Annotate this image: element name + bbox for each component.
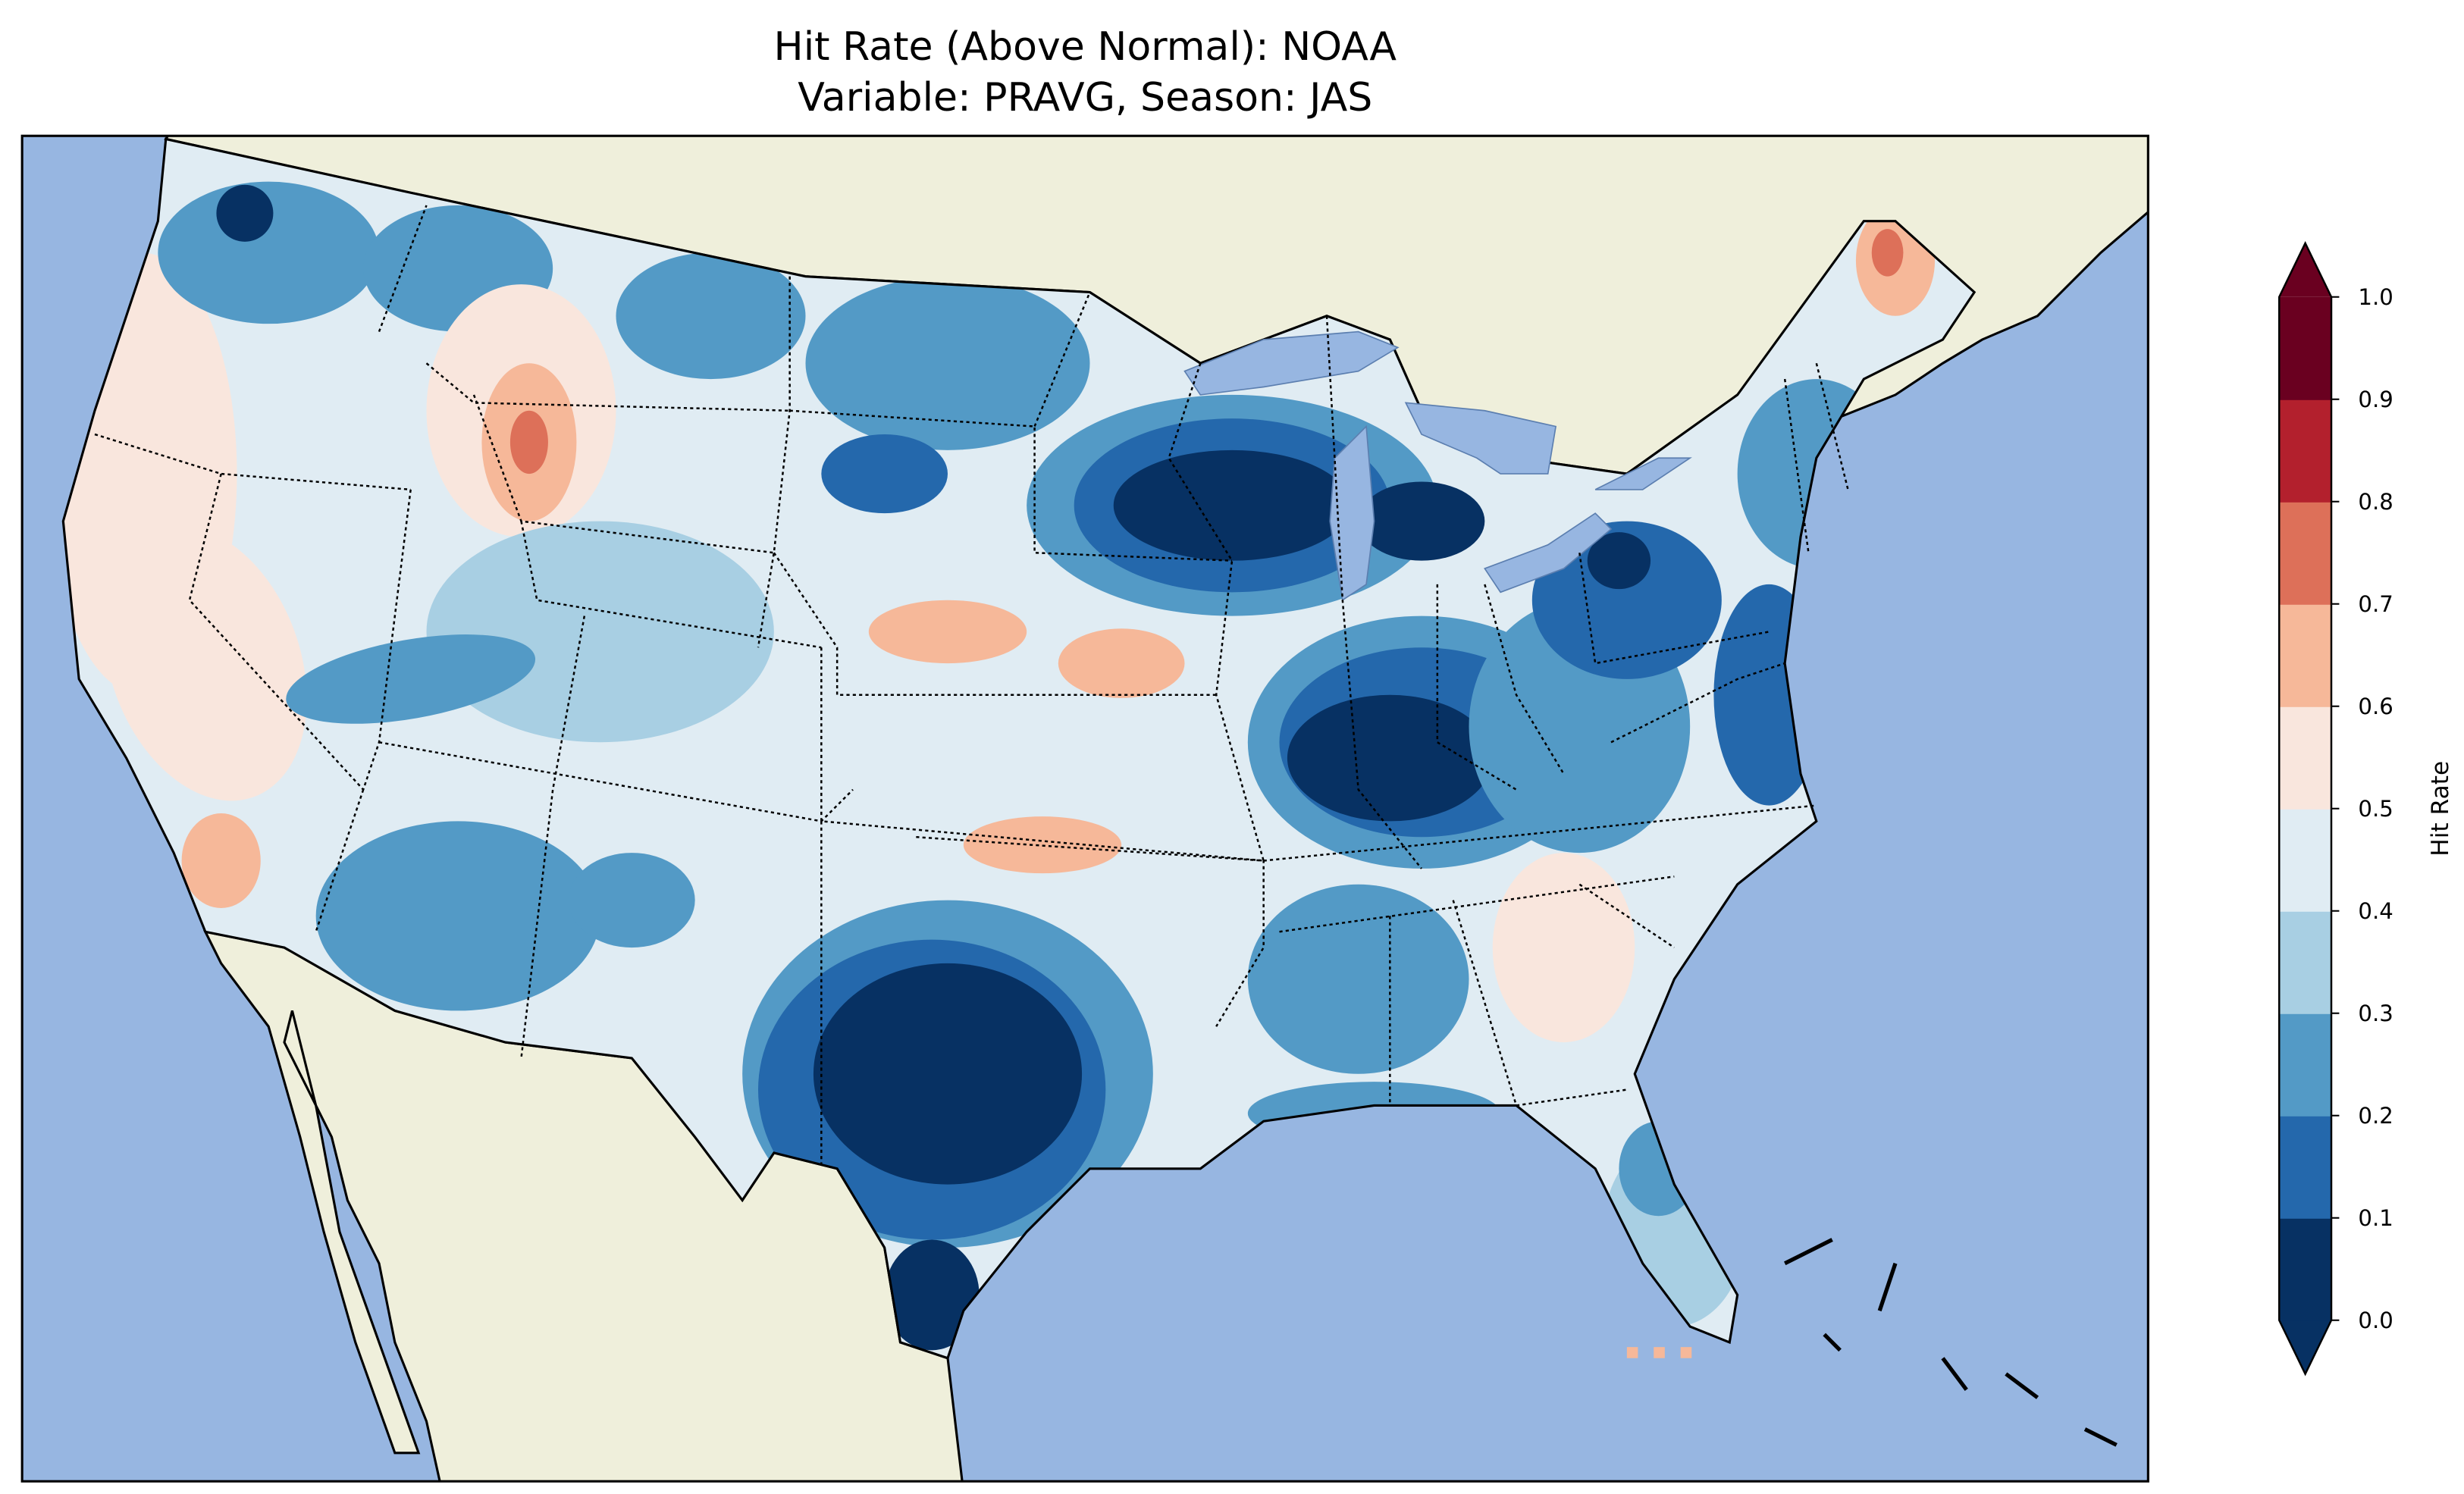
colorbar-tick-label: 0.0: [2358, 1308, 2393, 1333]
region-puget-sound: [216, 184, 274, 242]
great-lakes: [1183, 330, 1692, 602]
region-nevada-west: [104, 525, 307, 801]
colorbar-bin: [2279, 1217, 2331, 1321]
keys-dots: [1626, 1347, 1692, 1358]
colorbar-tick-label: 0.7: [2358, 591, 2393, 617]
region-michigan: [1358, 481, 1485, 561]
region-idaho-core: [509, 410, 548, 475]
colorbar-bin: [2279, 910, 2331, 1014]
bahamas-islands: [1784, 1238, 2118, 1447]
chart-subtitle: Variable: PRAVG, Season: JAS: [798, 75, 1372, 121]
region-pennsylvania-core: [1587, 532, 1651, 590]
region-new-mexico-blue: [569, 853, 695, 948]
colorbar-tick-label: 0.1: [2358, 1205, 2393, 1231]
region-pennsylvania: [1531, 521, 1722, 679]
region-utah-band: [286, 634, 536, 724]
colorbar-tick-label: 1.0: [2358, 284, 2393, 310]
region-montana-east: [616, 252, 806, 380]
colorbar-tick-label: 0.8: [2358, 489, 2393, 515]
colorbar-bin: [2279, 808, 2331, 912]
colorbar-tick-label: 0.9: [2358, 387, 2393, 412]
state-borders: [94, 205, 1849, 1169]
region-nebraska: [868, 600, 1027, 664]
colorbar-extend-low: [2279, 1320, 2331, 1374]
region-ohio-valley-core: [1287, 694, 1493, 822]
colorbar: 0.0 0.1 0.2 0.3 0.4 0.5 0.6 0.7 0.8 0.9 1.0: [2278, 241, 2393, 1377]
region-arizona-newmexico: [315, 821, 600, 1011]
region-dakotas: [805, 276, 1090, 450]
region-utah-colorado: [426, 521, 774, 743]
colorbar-tick-label: 0.4: [2358, 898, 2393, 924]
colorbar-extend-high: [2279, 243, 2331, 297]
region-mississippi-alabama: [1247, 884, 1469, 1074]
colorbar-tick-label: 0.3: [2358, 1001, 2393, 1026]
region-maine-core: [1871, 229, 1904, 277]
map-axes: [22, 136, 2149, 1482]
colorbar-tick-label: 0.5: [2358, 796, 2393, 822]
colorbar-bin: [2279, 603, 2331, 707]
colorbar-tick-label: 0.2: [2358, 1103, 2393, 1129]
hit-rate-field: [63, 181, 1936, 1351]
colorbar-tick-label: 0.6: [2358, 694, 2393, 719]
chart-title: Hit Rate (Above Normal): NOAA: [774, 24, 1397, 70]
region-texas-south: [884, 1239, 980, 1351]
region-georgia: [1492, 853, 1635, 1043]
region-texas-core: [813, 963, 1083, 1185]
colorbar-bin: [2279, 399, 2331, 503]
colorbar-bin: [2279, 706, 2331, 810]
region-southern-california: [181, 813, 261, 908]
region-washington-north: [158, 181, 380, 324]
region-upper-midwest-core: [1113, 449, 1351, 561]
colorbar-bin: [2279, 296, 2331, 400]
colorbar-label: Hit Rate: [2427, 761, 2454, 857]
colorbar-bin: [2279, 1115, 2331, 1219]
region-south-dakota: [821, 434, 948, 514]
us-coastline: [61, 137, 1977, 1360]
colorbar-bin: [2279, 501, 2331, 605]
map-frame: [20, 134, 2149, 1483]
colorbar-bin: [2279, 1013, 2331, 1117]
region-kansas: [1058, 628, 1185, 698]
